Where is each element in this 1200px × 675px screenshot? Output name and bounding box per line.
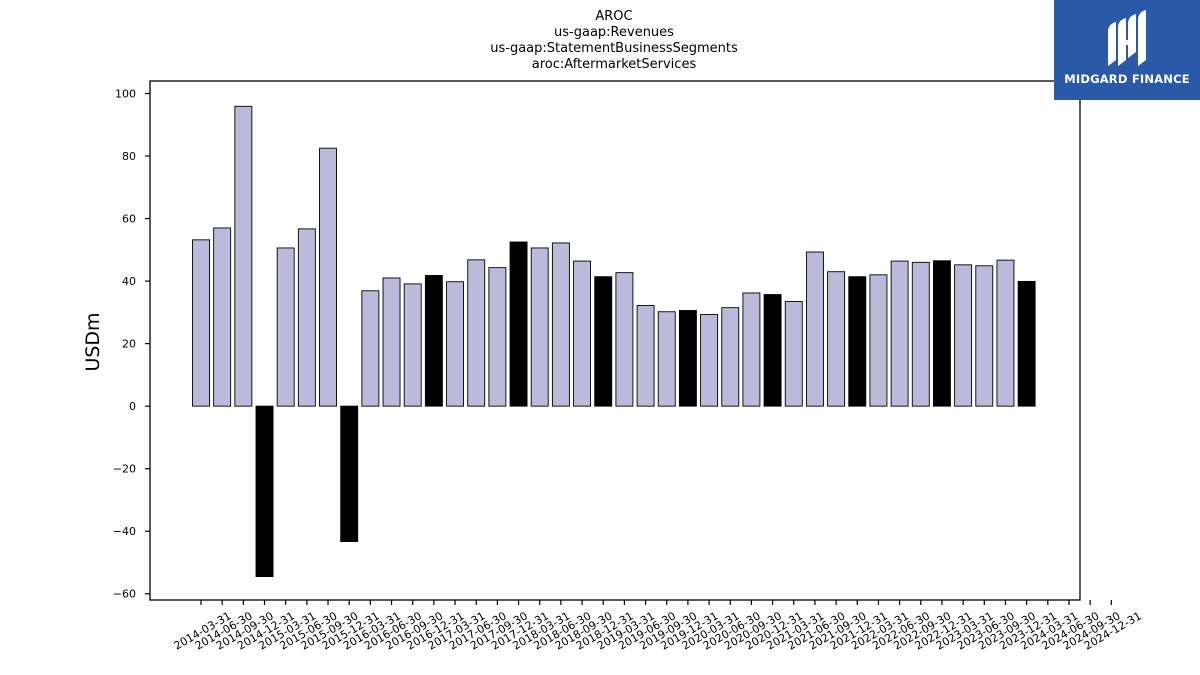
bar-2021-09-30 [827,271,846,407]
bar-2015-12-31 [340,405,359,542]
bar-2014-12-31 [255,405,274,578]
bar-2016-03-31 [361,290,380,407]
bar-2023-03-31 [954,264,973,407]
bar-2015-09-30 [319,147,337,407]
bar-2022-06-30 [890,260,909,407]
bar-2017-09-30 [488,267,507,407]
bar-2023-12-31 [1017,280,1036,407]
midgard-finance-logo: MIDGARD FINANCE [1054,0,1200,100]
y-axis: −60 −40 −20 0 20 40 60 80 100 [113,88,150,601]
y-tick-label: 80 [122,150,136,163]
bar-2018-06-30 [551,242,570,407]
bar-2019-12-31 [678,310,697,407]
y-tick-label: 0 [129,400,136,413]
bar-2019-09-30 [657,311,676,407]
chart-title: AROCus-gaap:Revenuesus-gaap:StatementBus… [490,9,738,72]
bar-2023-09-30 [996,259,1015,407]
y-tick-label: 100 [115,88,136,101]
y-axis-label: USDm [82,312,104,371]
bar-2020-09-30 [742,292,761,407]
bar-2014-06-30 [213,227,232,407]
y-tick-label: −20 [113,463,136,476]
midgard-logo-icon [1108,10,1146,66]
bar-2016-09-30 [403,283,422,407]
y-tick-label: −40 [113,525,136,538]
bar-2020-06-30 [721,307,740,407]
chart-title-line: aroc:AftermarketServices [532,57,697,72]
y-tick-label: −60 [113,588,136,601]
bar-2021-12-31 [848,276,867,407]
bar-2017-06-30 [467,259,486,407]
bar-2017-12-31 [509,241,528,407]
logo-text: MIDGARD FINANCE [1064,72,1190,86]
y-tick-label: 40 [122,275,136,288]
bar-2015-06-30 [297,228,316,407]
x-axis: 2014-03-312014-06-302014-09-302014-12-31… [172,600,1144,653]
plot-frame [149,80,1081,601]
bars [192,105,1036,578]
bar-2016-12-31 [424,275,443,407]
bar-2016-06-30 [382,277,401,407]
bar-2017-03-31 [446,281,464,407]
bar-2021-03-31 [784,300,803,407]
bar-2019-03-31 [615,272,634,407]
bar-2019-06-30 [636,305,655,407]
bar-2015-03-31 [276,247,295,407]
chart-title-line: AROC [595,9,632,24]
bar-2018-09-30 [573,260,592,407]
chart-title-line: us-gaap:Revenues [554,25,674,40]
bar-2020-12-31 [763,294,782,407]
bar-2018-03-31 [530,247,549,407]
chart-title-line: us-gaap:StatementBusinessSegments [490,41,738,56]
bar-2014-09-30 [234,105,253,407]
bar-2022-09-30 [911,261,930,407]
bar-2023-06-30 [975,265,994,407]
y-tick-label: 20 [122,338,136,351]
bar-2022-12-31 [933,260,951,407]
bar-2021-06-30 [805,251,824,407]
y-tick-label: 60 [122,213,136,226]
bar-2014-03-31 [192,239,210,407]
bar-2022-03-31 [869,274,888,407]
bar-2018-12-31 [594,276,613,407]
bar-2020-03-31 [700,314,719,407]
